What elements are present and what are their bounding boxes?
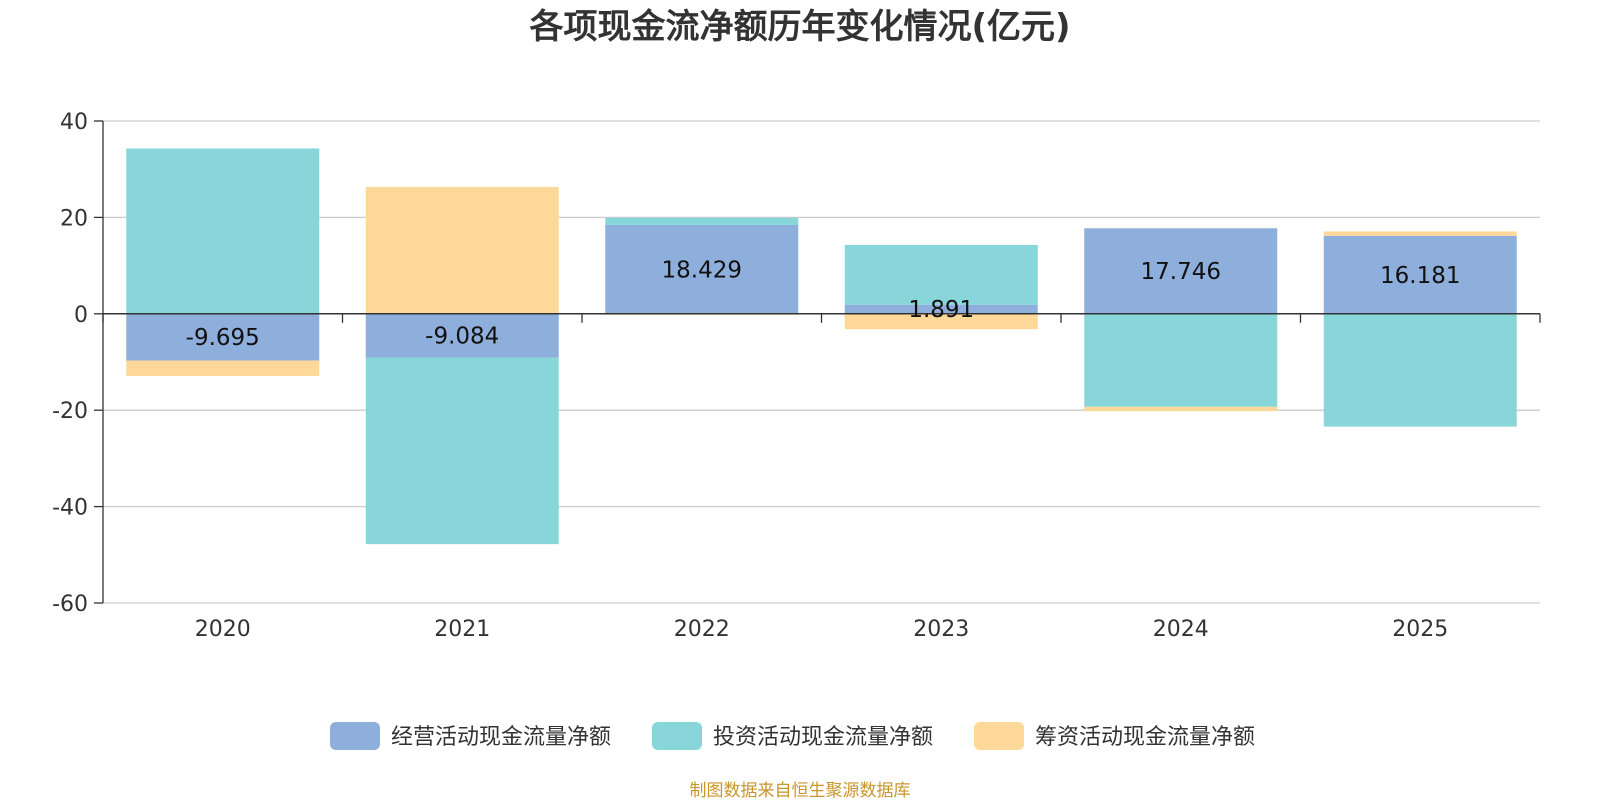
legend-swatch-3 xyxy=(974,722,1024,750)
bar-2023-series-2 xyxy=(844,244,1038,305)
y-tick-label: 20 xyxy=(60,206,88,231)
x-tick-label: 2021 xyxy=(434,617,490,642)
bar-2023-series-3 xyxy=(844,313,1038,330)
x-tick-label: 2025 xyxy=(1392,617,1448,642)
bar-2022-series-1 xyxy=(605,224,799,314)
bar-2021-series-1 xyxy=(365,313,559,358)
bar-2021-series-3 xyxy=(365,187,559,314)
y-tick-label: 40 xyxy=(60,110,88,135)
legend-label: 投资活动现金流量净额 xyxy=(713,725,933,750)
y-tick-label: -40 xyxy=(52,496,88,521)
data-label: 18.429 xyxy=(662,257,742,283)
legend: 经营活动现金流量净额 投资活动现金流量净额 筹资活动现金流量净额 xyxy=(330,722,1255,750)
bar-2023-series-1 xyxy=(844,304,1038,314)
bar-2020-series-1 xyxy=(126,313,320,361)
legend-label: 筹资活动现金流量净额 xyxy=(1035,725,1255,750)
source-note: 制图数据来自恒生聚源数据库 xyxy=(690,781,911,800)
bar-2020-series-2 xyxy=(126,148,320,314)
legend-label: 经营活动现金流量净额 xyxy=(391,725,611,750)
bar-2025-series-2 xyxy=(1323,313,1517,427)
data-label: 17.746 xyxy=(1141,259,1221,285)
bar-2024-series-1 xyxy=(1084,228,1278,314)
legend-swatch-1 xyxy=(330,722,380,750)
bar-2024-series-3 xyxy=(1084,406,1278,412)
data-label: 16.181 xyxy=(1380,263,1460,289)
bar-2022-series-2 xyxy=(605,217,799,225)
legend-swatch-2 xyxy=(652,722,702,750)
grid-lines xyxy=(103,120,1540,604)
bar-2020-series-3 xyxy=(126,360,320,376)
bar-2025-series-3 xyxy=(1323,231,1517,236)
y-tick-label: -60 xyxy=(52,592,88,617)
bar-2021-series-2 xyxy=(365,357,559,545)
x-tick-label: 2024 xyxy=(1153,617,1209,642)
x-tick-label: 2020 xyxy=(195,617,251,642)
data-label: -9.084 xyxy=(425,324,499,350)
chart-title: 各项现金流净额历年变化情况(亿元) xyxy=(529,7,1070,47)
x-tick-label: 2022 xyxy=(674,617,730,642)
y-tick-label: -20 xyxy=(52,399,88,424)
x-tick-label: 2023 xyxy=(913,617,969,642)
data-labels: -9.695 -9.084 18.429 1.891 17.746 16.181 xyxy=(186,257,1461,351)
data-label: -9.695 xyxy=(186,325,260,351)
bar-2025-series-1 xyxy=(1323,235,1517,314)
bar-2024-series-2 xyxy=(1084,313,1278,407)
bar-group xyxy=(126,148,1517,545)
axes: 40 20 0 -20 -40 -60 2020 2021 2022 2023 2024 2025 xyxy=(52,110,1541,642)
data-label: 1.891 xyxy=(908,297,974,323)
y-tick-label: 0 xyxy=(74,303,88,328)
